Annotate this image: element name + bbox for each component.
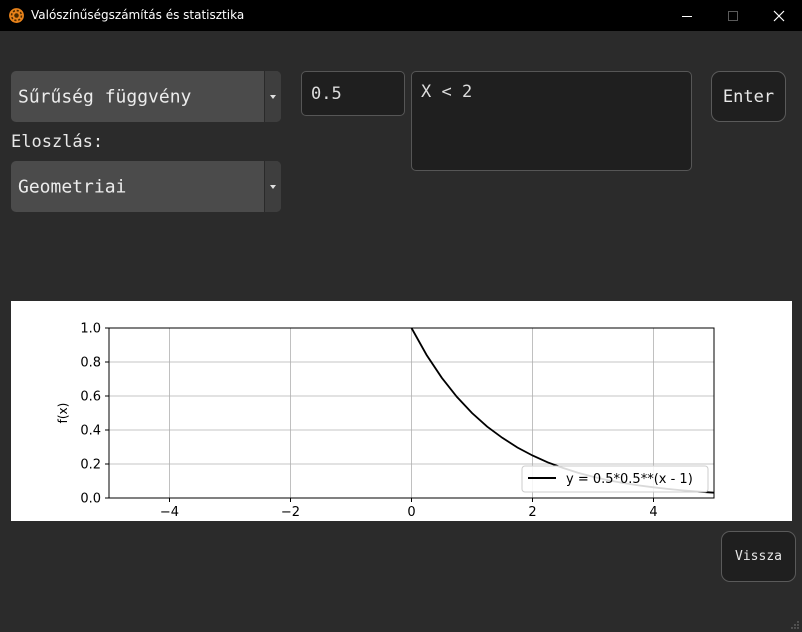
distribution-select-dropdown[interactable] bbox=[264, 161, 281, 212]
y-tick-label: 0.0 bbox=[80, 492, 101, 507]
x-tick-label: −4 bbox=[160, 505, 179, 520]
x-tick-label: 2 bbox=[528, 505, 536, 520]
enter-button[interactable]: Enter bbox=[711, 71, 786, 122]
distribution-label: Eloszlás: bbox=[11, 132, 104, 152]
distribution-select[interactable]: Geometriai bbox=[11, 161, 281, 212]
condition-input[interactable]: X < 2 bbox=[411, 71, 692, 171]
y-tick-label: 1.0 bbox=[80, 322, 101, 337]
y-axis-label: f(x) bbox=[56, 403, 70, 424]
window-title: Valószínűségszámítás és statisztika bbox=[31, 8, 245, 22]
y-tick-label: 0.4 bbox=[80, 424, 101, 439]
resize-grip-icon[interactable] bbox=[791, 621, 799, 629]
y-tick-label: 0.6 bbox=[80, 390, 101, 405]
function-select-value: Sűrűség függvény bbox=[18, 86, 192, 107]
function-select-dropdown[interactable] bbox=[264, 71, 281, 122]
function-select[interactable]: Sűrűség függvény bbox=[11, 71, 281, 122]
y-tick-label: 0.2 bbox=[80, 458, 101, 473]
minimize-button[interactable] bbox=[664, 0, 710, 31]
x-tick-label: 0 bbox=[407, 505, 415, 520]
y-tick-label: 0.8 bbox=[80, 356, 101, 371]
maximize-button[interactable] bbox=[710, 0, 756, 31]
maximize-icon bbox=[728, 10, 738, 21]
distribution-select-value: Geometriai bbox=[18, 176, 127, 197]
back-button[interactable]: Vissza bbox=[721, 531, 796, 582]
title-bar: Valószínűségszámítás és statisztika bbox=[0, 0, 802, 31]
chart: −4 −2 0 2 4 0.0 0.2 0.4 0.6 0.8 1.0 f(x) y = 0.5*0… bbox=[56, 322, 715, 520]
legend: y = 0.5*0.5**(x - 1) bbox=[521, 465, 709, 493]
close-icon bbox=[773, 10, 785, 21]
chevron-down-icon bbox=[270, 184, 276, 189]
x-tick-label: −2 bbox=[281, 505, 300, 520]
x-tick-label: 4 bbox=[649, 505, 657, 520]
close-button[interactable] bbox=[756, 0, 802, 31]
gear-icon bbox=[9, 8, 24, 23]
chevron-down-icon bbox=[270, 94, 276, 99]
legend-entry-label: y = 0.5*0.5**(x - 1) bbox=[566, 472, 693, 487]
param-input[interactable] bbox=[301, 71, 405, 116]
minimize-icon bbox=[682, 15, 692, 17]
legend-frame bbox=[521, 465, 709, 493]
chart-area: −4 −2 0 2 4 0.0 0.2 0.4 0.6 0.8 1.0 f(x) y = 0.5*0… bbox=[11, 301, 792, 521]
